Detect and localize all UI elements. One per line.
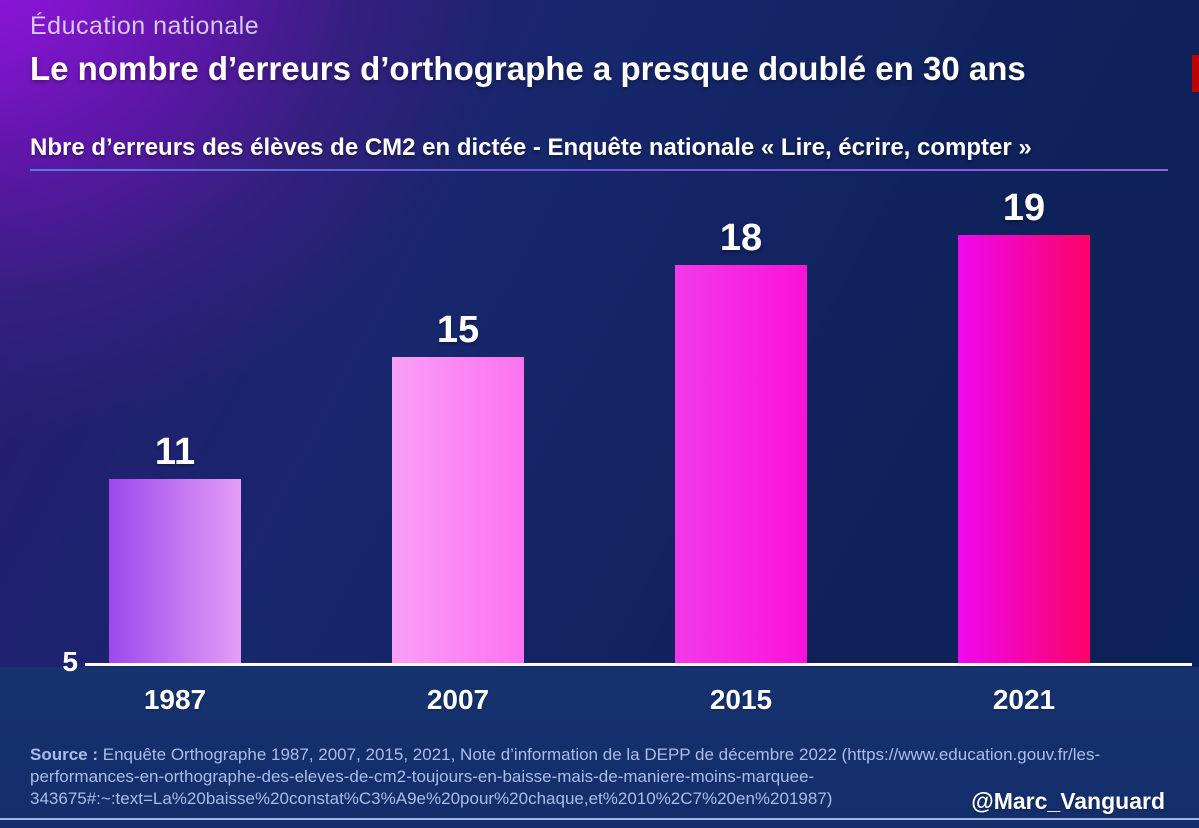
bar-group-1987: 11	[109, 433, 241, 663]
source-line-3: 343675#:~:text=La%20baisse%20constat%C3%…	[30, 789, 833, 808]
bottom-divider-line	[0, 818, 1199, 820]
bar-group-2021: 19	[958, 189, 1090, 663]
bar-2007	[392, 357, 524, 663]
source-label: Source :	[30, 745, 99, 764]
y-axis-start-label: 5	[62, 646, 78, 677]
x-tick-2015: 2015	[709, 684, 773, 715]
bar-value-label: 18	[719, 217, 763, 259]
x-tick-1987: 1987	[143, 684, 207, 715]
subtitle-underline	[30, 169, 1168, 171]
kicker-text: Éducation nationale	[30, 12, 260, 40]
x-tick-2007: 2007	[426, 684, 490, 715]
bar-2015	[675, 265, 807, 663]
bar-group-2015: 18	[675, 219, 807, 663]
source-note: Source : Enquête Orthographe 1987, 2007,…	[30, 744, 1180, 810]
chart-subtitle: Nbre d’erreurs des élèves de CM2 en dict…	[30, 134, 1032, 161]
page-title: Le nombre d’erreurs d’orthographe a pres…	[30, 50, 1026, 87]
red-accent-bar	[1192, 55, 1199, 92]
bar-1987	[109, 479, 241, 663]
footer-band	[0, 667, 1199, 828]
bar-2021	[958, 235, 1090, 663]
x-tick-2021: 2021	[992, 684, 1056, 715]
bar-value-label: 11	[154, 431, 196, 473]
source-line-1: Source : Enquête Orthographe 1987, 2007,…	[30, 745, 1101, 764]
bar-value-label: 19	[1002, 187, 1046, 229]
x-axis-line	[85, 663, 1192, 666]
bar-group-2007: 15	[392, 311, 524, 663]
bar-value-label: 15	[436, 309, 480, 351]
author-credit: @Marc_Vanguard	[971, 788, 1165, 814]
source-line-2: performances-en-orthographe-des-eleves-d…	[30, 767, 815, 786]
